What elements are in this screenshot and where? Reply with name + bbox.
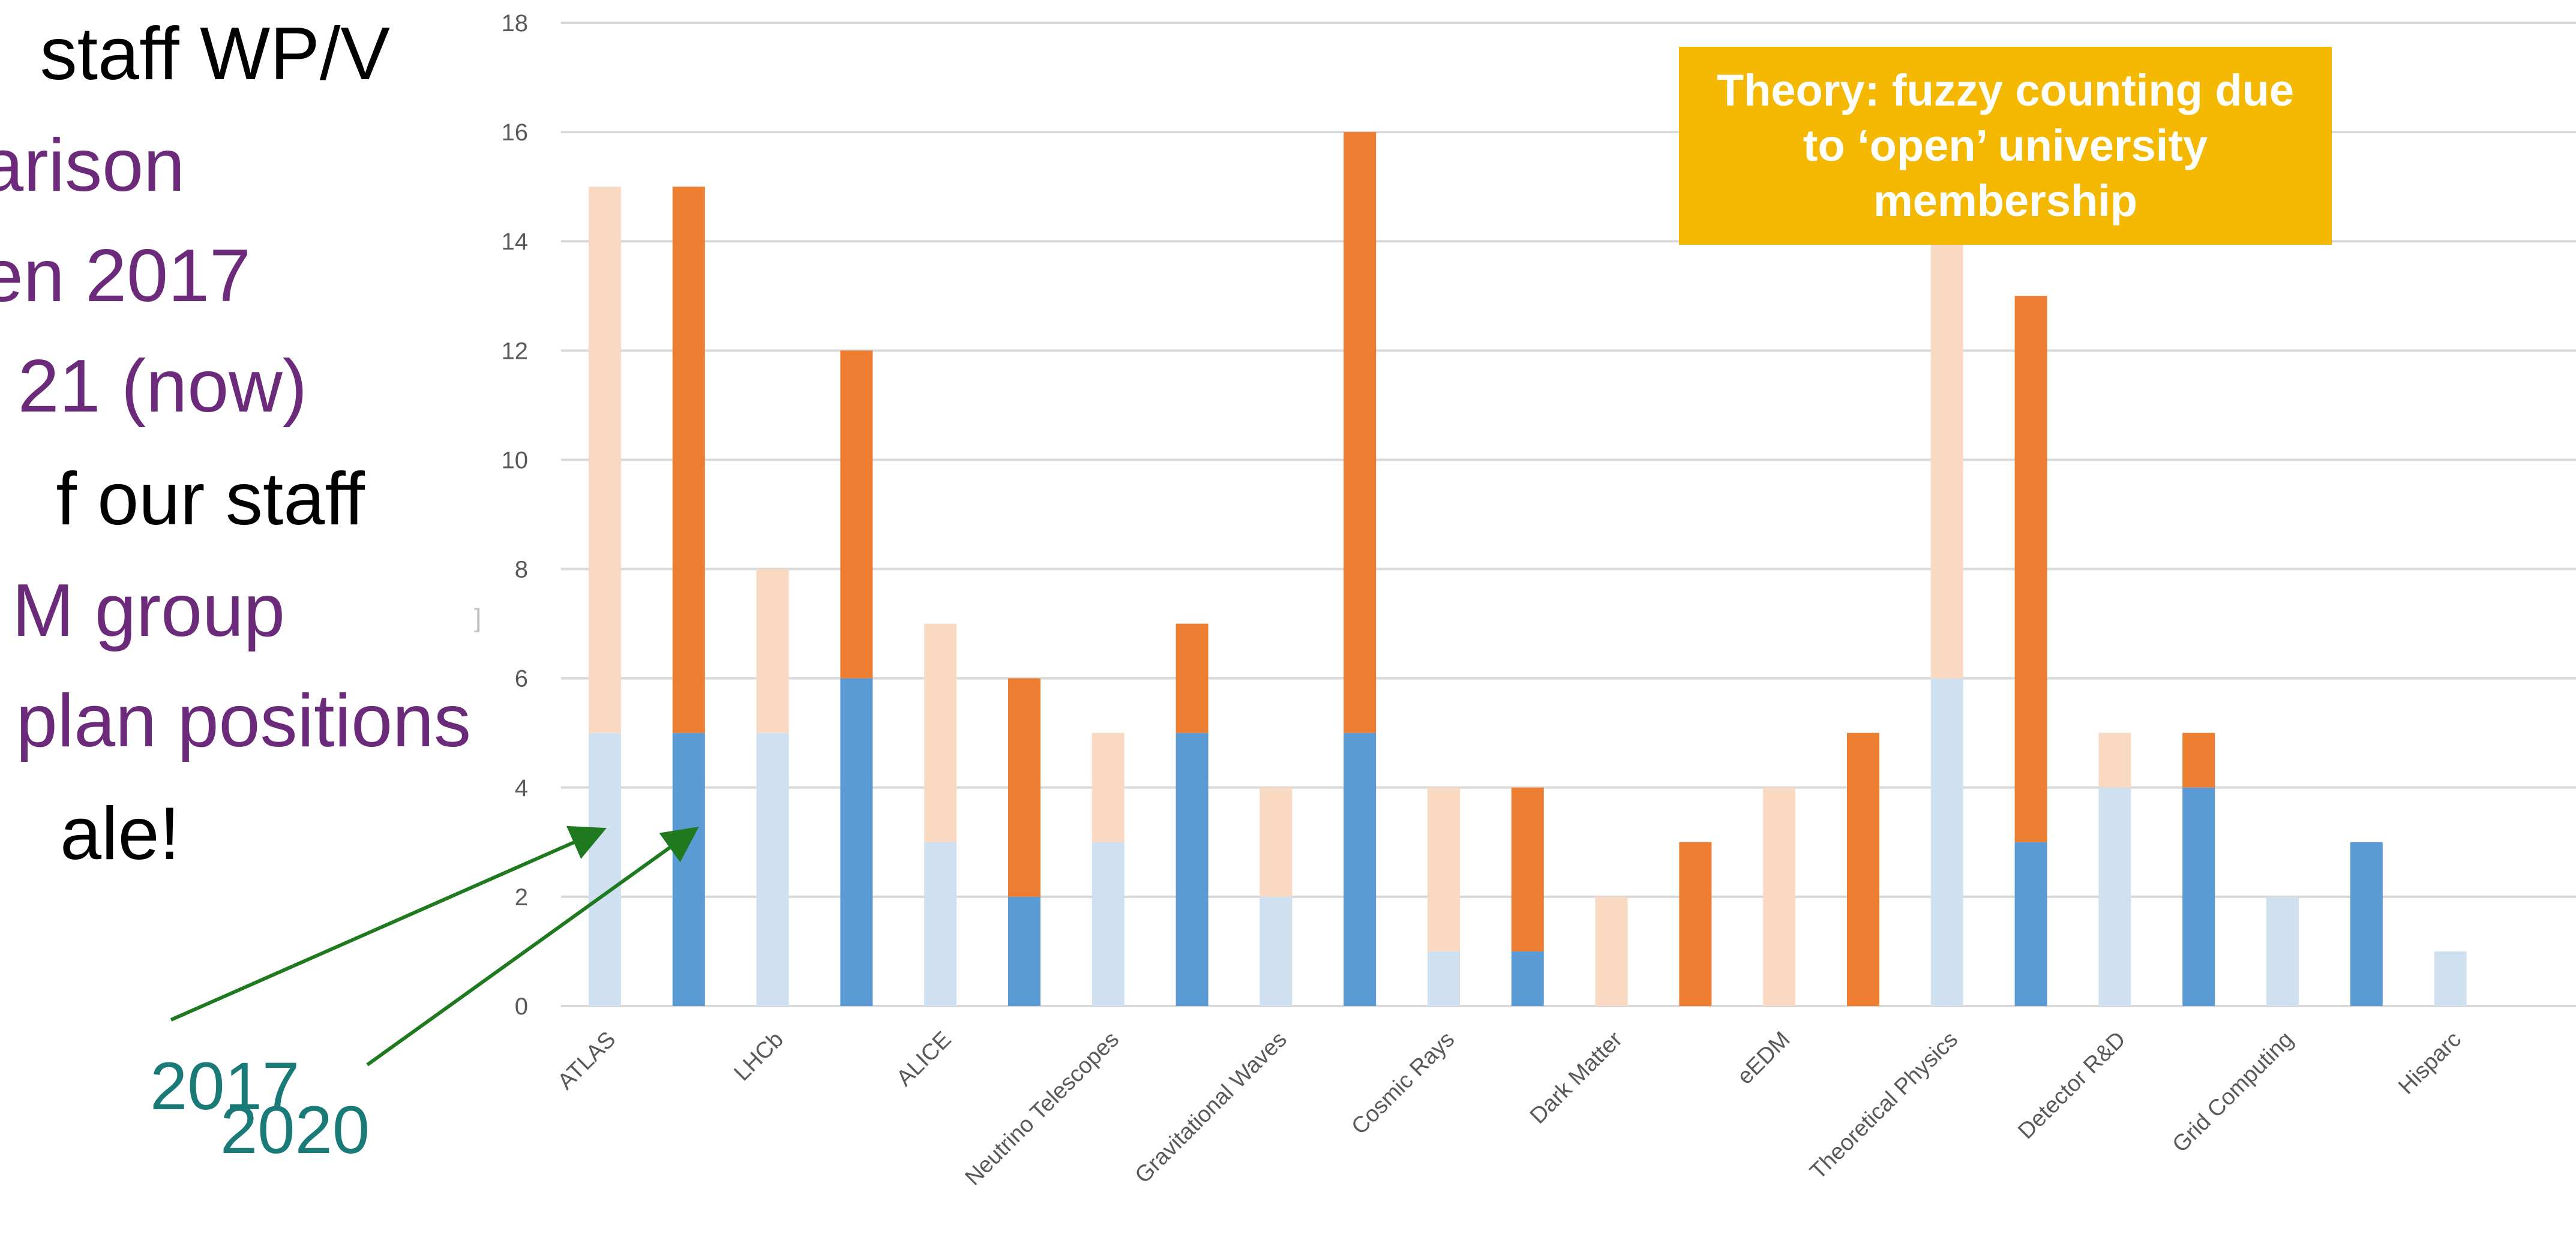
y-tick-label: 6 [515, 666, 528, 692]
y-tick-label: 10 [502, 447, 529, 473]
bar-segment [1428, 787, 1460, 951]
bar-segment [2266, 896, 2299, 1006]
bar-segment [1511, 787, 1544, 951]
x-tick-label: Grid Computing [2167, 1027, 2298, 1158]
chart-gridlines [561, 22, 2576, 1007]
bar-segment [672, 187, 705, 733]
x-tick-label: Hisparc [2394, 1027, 2466, 1100]
y-tick-label: 12 [502, 338, 529, 364]
bar-segment [1679, 842, 1712, 1006]
bar-segment [1511, 951, 1544, 1006]
bullet-line: arison [0, 124, 185, 207]
y-tick-label: 0 [515, 993, 528, 1020]
bar-segment [1091, 842, 1124, 1006]
bar-segment [1428, 951, 1460, 1006]
bar-segment [2014, 296, 2047, 842]
bullet-line: plan positions [16, 680, 471, 762]
y-tick-label: 18 [502, 10, 529, 37]
bar-segment [2014, 842, 2047, 1006]
bullet-line: M group [12, 569, 285, 652]
theory-callout-text: Theory: fuzzy counting due to ‘open’ uni… [1717, 65, 2294, 226]
bullet-line: en 2017 [0, 235, 251, 317]
y-tick-label: 4 [515, 775, 528, 801]
bar-segment [1763, 787, 1796, 1006]
x-tick-label: Gravitational Waves [1130, 1027, 1292, 1188]
x-tick-label: LHCb [730, 1027, 788, 1086]
axis-mark: ] [474, 604, 481, 633]
bar-segment [589, 187, 621, 733]
x-tick-label: Neutrino Telescopes [960, 1027, 1124, 1191]
x-tick-label: ATLAS [553, 1027, 621, 1095]
bullet-line: staff WP/V [40, 13, 390, 95]
bar-segment [756, 569, 789, 733]
bar-segment [1259, 896, 1293, 1006]
bar-segment [2182, 732, 2215, 788]
x-tick-label: ALICE [892, 1027, 956, 1091]
bar-segment [1344, 132, 1377, 733]
bullet-line: f our staff [56, 458, 365, 541]
year-label-2017: 2017 [150, 1049, 300, 1124]
bar-segment [1259, 787, 1293, 897]
bar-segment [840, 350, 873, 678]
chart-bars [589, 132, 2467, 1006]
x-tick-label: eEDM [1732, 1027, 1795, 1089]
y-axis-ticks: 0 2 4 6 8 10 12 14 16 18 [502, 10, 529, 1020]
x-axis-labels: ATLAS LHCb ALICE Neutrino Telescopes Gravita… [553, 1026, 2466, 1190]
bar-segment [1175, 732, 1208, 1006]
bar-segment [1344, 732, 1377, 1006]
bar-segment [1595, 896, 1628, 1006]
annotation-arrows: ] [170, 604, 699, 1067]
arrow-2017 [170, 825, 607, 1022]
bar-segment [2350, 842, 2383, 1006]
bar-segment [924, 842, 957, 1006]
bar-segment [840, 678, 873, 1006]
bar-segment [1008, 678, 1040, 897]
y-tick-label: 8 [515, 557, 528, 583]
arrow-2020 [366, 826, 699, 1067]
bar-segment [924, 623, 957, 842]
bar-segment [1847, 732, 1879, 1006]
bar-segment [1091, 732, 1124, 842]
bar-segment [2434, 951, 2467, 1006]
bullet-line: ale! [60, 792, 180, 875]
bar-segment [756, 732, 789, 1006]
x-tick-label: Dark Matter [1525, 1026, 1627, 1128]
bar-segment [589, 732, 621, 1006]
bar-segment [1930, 678, 1963, 1006]
x-tick-label: Detector R&D [2013, 1027, 2130, 1144]
x-tick-label: Cosmic Rays [1347, 1027, 1459, 1140]
bullet-line: 21 (now) [17, 345, 307, 428]
bar-segment [1008, 896, 1040, 1006]
year-label-2020: 2020 [220, 1092, 370, 1167]
bar-segment [1175, 623, 1208, 733]
theory-callout-box: Theory: fuzzy counting due to ‘open’ uni… [1679, 47, 2332, 245]
y-tick-label: 2 [515, 884, 528, 911]
x-tick-label: Theoretical Physics [1805, 1027, 1963, 1185]
bar-segment [2182, 787, 2215, 1006]
bar-segment [2098, 732, 2131, 788]
y-tick-label: 14 [502, 229, 529, 255]
bar-segment [672, 732, 705, 1006]
bar-segment [2098, 787, 2131, 1006]
bar-segment [1930, 241, 1963, 678]
y-tick-label: 16 [502, 119, 529, 146]
